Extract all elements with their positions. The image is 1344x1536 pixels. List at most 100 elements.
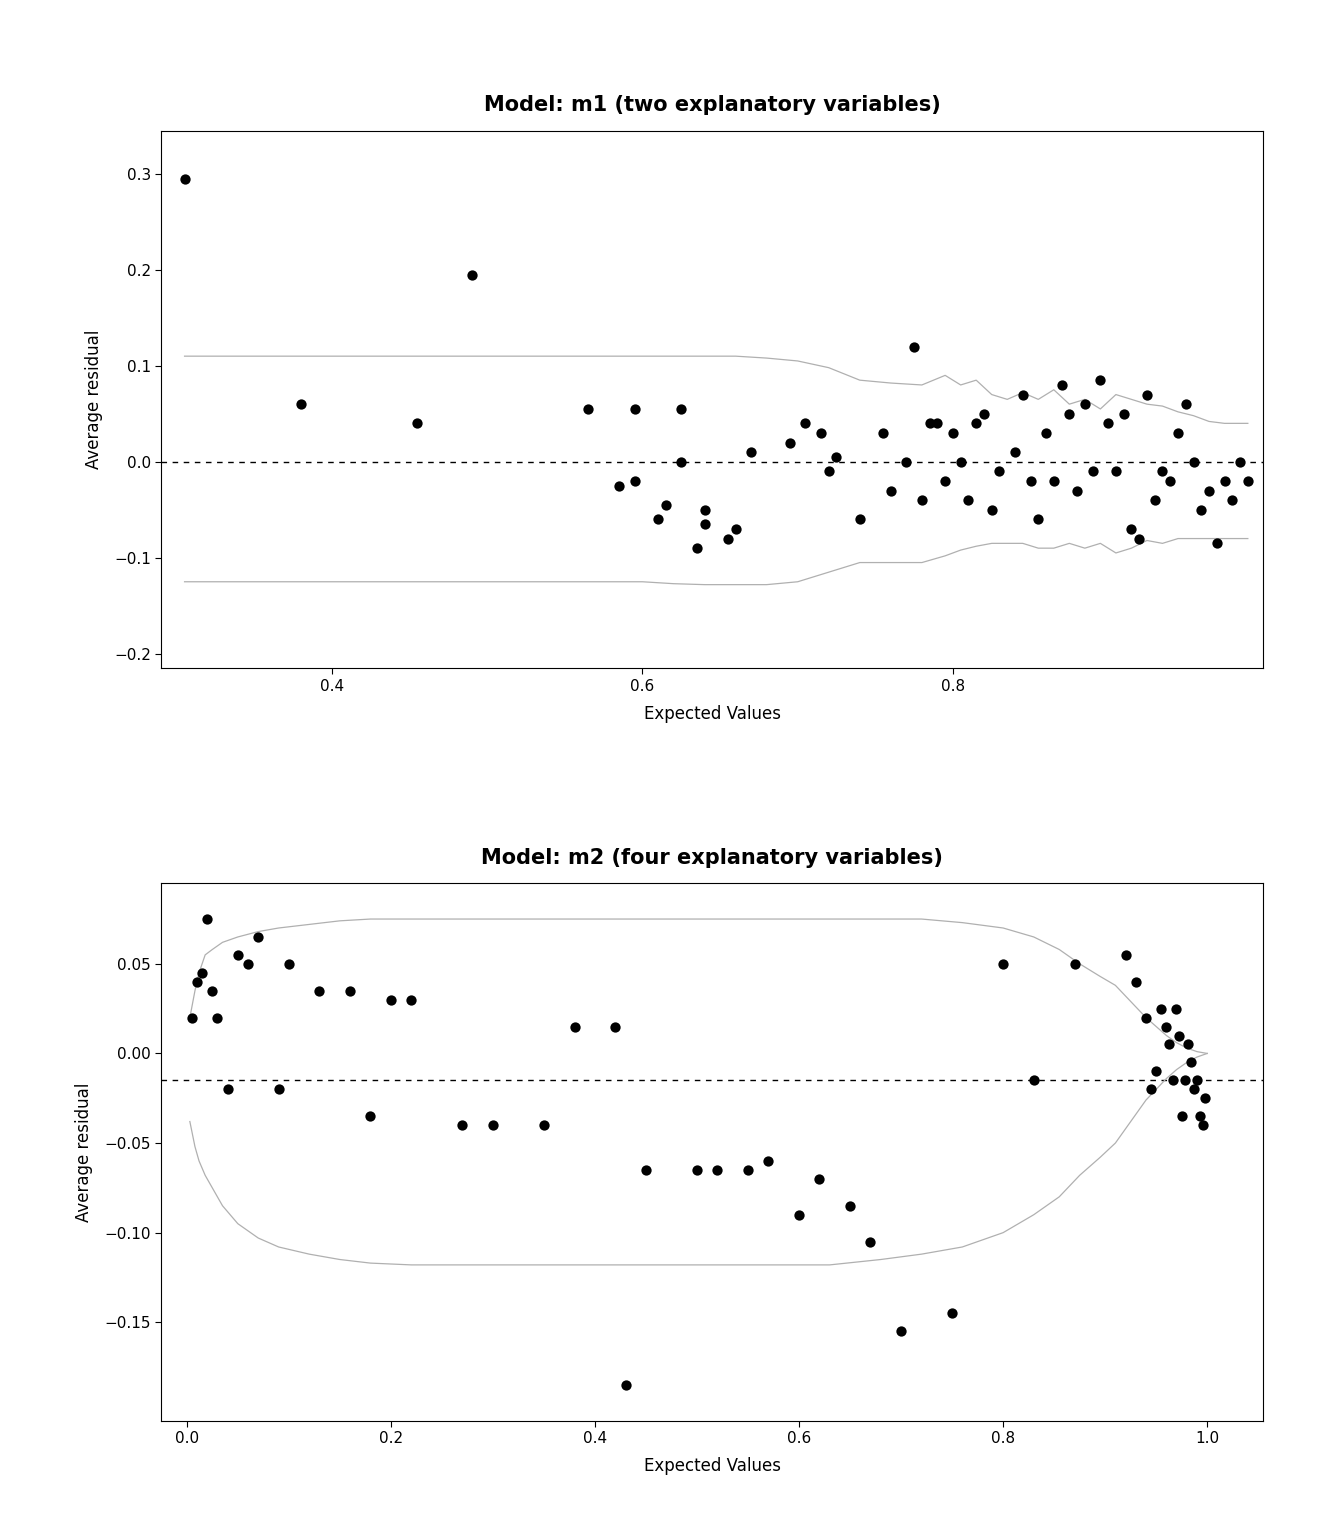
Point (187, 969, 208, 994)
Point (1129, 527, 1150, 551)
Point (1168, 1023, 1189, 1048)
Point (1136, 382, 1157, 407)
Point (950, 450, 972, 475)
Point (609, 473, 630, 498)
Point (1012, 382, 1034, 407)
Point (578, 396, 599, 421)
Point (1074, 392, 1095, 416)
Point (614, 1373, 636, 1398)
Point (1082, 459, 1103, 484)
Point (191, 960, 212, 985)
Point (1136, 1006, 1157, 1031)
Point (895, 450, 917, 475)
Point (694, 511, 715, 536)
Point (202, 978, 223, 1003)
Point (758, 1149, 780, 1174)
Point (849, 507, 871, 531)
Point (1064, 952, 1086, 977)
Point (738, 1158, 759, 1183)
Point (1020, 468, 1042, 493)
Point (1183, 1077, 1204, 1101)
Point (903, 335, 925, 359)
Point (890, 1319, 911, 1344)
Point (564, 1014, 586, 1038)
Point (452, 1112, 473, 1137)
Point (780, 430, 801, 455)
Point (1199, 478, 1220, 502)
Point (1159, 1032, 1180, 1057)
Point (1066, 478, 1087, 502)
Point (687, 1158, 708, 1183)
Point (1004, 439, 1025, 464)
Point (1171, 1104, 1192, 1129)
Y-axis label: Average residual: Average residual (75, 1083, 93, 1221)
Point (1222, 488, 1243, 513)
Point (278, 952, 300, 977)
Point (1023, 1068, 1044, 1092)
Point (290, 392, 312, 416)
Point (718, 527, 739, 551)
Point (605, 1014, 626, 1038)
Point (1161, 1068, 1183, 1092)
Point (911, 488, 933, 513)
Point (227, 943, 249, 968)
Point (1191, 498, 1212, 522)
Point (238, 952, 259, 977)
Point (671, 396, 692, 421)
Point (309, 978, 331, 1003)
Point (789, 1203, 810, 1227)
Point (942, 421, 964, 445)
Point (794, 412, 816, 436)
Point (1125, 969, 1146, 994)
Point (534, 1112, 555, 1137)
Point (1230, 450, 1251, 475)
Point (919, 412, 941, 436)
Point (1206, 531, 1227, 556)
Point (685, 536, 707, 561)
Point (992, 952, 1013, 977)
Point (810, 421, 832, 445)
Point (707, 1158, 728, 1183)
Point (207, 1006, 228, 1031)
Point (1043, 468, 1064, 493)
Point (1116, 943, 1137, 968)
Point (809, 1167, 831, 1192)
Point (724, 516, 746, 541)
Title: Model: m1 (two explanatory variables): Model: m1 (two explanatory variables) (484, 95, 941, 115)
Point (694, 498, 715, 522)
Point (1195, 1086, 1216, 1111)
Point (636, 1158, 657, 1183)
Point (407, 412, 429, 436)
Point (989, 459, 1011, 484)
Point (1177, 1032, 1199, 1057)
Point (1090, 369, 1111, 393)
Point (1189, 1104, 1211, 1129)
Point (401, 988, 422, 1012)
Point (1167, 421, 1188, 445)
X-axis label: Expected Values: Expected Values (644, 705, 781, 722)
Point (1236, 468, 1258, 493)
Point (981, 498, 1003, 522)
Point (880, 478, 902, 502)
Point (671, 450, 692, 475)
Point (1175, 392, 1196, 416)
Point (1165, 997, 1187, 1021)
Point (1140, 1077, 1161, 1101)
Point (941, 1301, 962, 1326)
Point (1150, 997, 1172, 1021)
Point (1059, 401, 1081, 425)
Point (926, 412, 948, 436)
Point (1175, 1068, 1196, 1092)
Point (247, 925, 269, 949)
Y-axis label: Average residual: Average residual (85, 330, 103, 468)
Point (1035, 421, 1056, 445)
Point (741, 439, 762, 464)
Point (1121, 516, 1142, 541)
Point (934, 468, 956, 493)
Point (958, 488, 980, 513)
Point (360, 1104, 382, 1129)
Point (648, 507, 669, 531)
Point (818, 459, 840, 484)
Point (173, 166, 195, 190)
Point (825, 445, 847, 470)
